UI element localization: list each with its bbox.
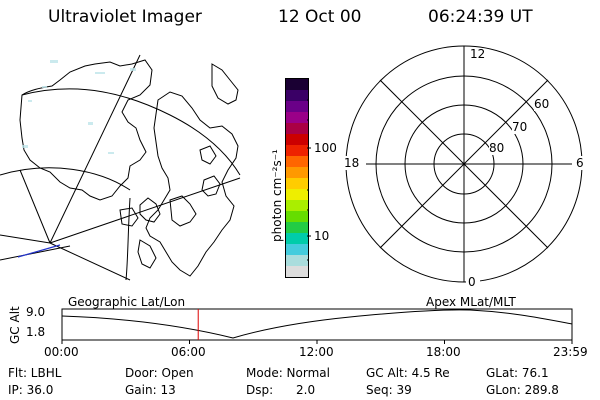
dsp-info-value: 2.0 <box>296 383 316 397</box>
colorbar-segment <box>286 255 308 266</box>
coastline <box>199 145 217 165</box>
mlt-label-0: 0 <box>468 275 476 289</box>
lat-label-70: 70 <box>512 120 528 134</box>
mlt-label-18: 18 <box>344 156 360 170</box>
colorbar-segment <box>286 101 308 112</box>
colorbar-segment <box>286 211 308 222</box>
colorbar-segment <box>286 112 308 123</box>
dsp-info-label: Dsp: <box>246 383 274 397</box>
colorbar-segment <box>286 167 308 178</box>
graticule-line <box>49 177 241 244</box>
timeline-x-tick-2: 12:00 <box>299 345 334 359</box>
date-label: 12 Oct 00 <box>278 7 362 27</box>
polar-spoke <box>379 79 549 249</box>
lat-label-80: 80 <box>489 141 505 155</box>
colorbar-tick-10: 10 <box>314 229 330 243</box>
seq-info: Seq: 39 <box>366 383 412 397</box>
polar-ring <box>375 75 553 253</box>
coastline <box>211 63 239 105</box>
door-info: Door: Open <box>125 366 194 380</box>
ip-info: IP: 36.0 <box>8 383 54 397</box>
timeline-x-tick-0: 00:00 <box>44 345 79 359</box>
coastline <box>145 91 239 277</box>
timeline-frame <box>61 308 573 341</box>
graticule-line <box>21 88 241 176</box>
colorbar-segment <box>286 90 308 101</box>
colorbar-unit-label: photon cm⁻²s⁻¹ <box>270 149 284 242</box>
graticule-line <box>49 242 131 281</box>
gain-info: Gain: 13 <box>125 383 176 397</box>
colorbar-segment <box>286 145 308 156</box>
colorbar-segment <box>286 222 308 233</box>
graticule-line <box>0 245 71 261</box>
colorbar-segment <box>286 189 308 200</box>
timeline-y-tick-bottom: 1.8 <box>26 325 46 339</box>
coastline <box>139 197 161 223</box>
timeline-x-tick-4: 23:59 <box>553 345 588 359</box>
polar-ring <box>404 104 524 224</box>
timeline-y-tick-top: 9.0 <box>26 305 46 319</box>
blue-trace <box>17 244 61 258</box>
glat-info: GLat: 76.1 <box>486 366 549 380</box>
colorbar-segment <box>286 233 308 244</box>
gc-alt-info: GC Alt: 4.5 Re <box>366 366 450 380</box>
timeline-right-caption: Apex MLat/MLT <box>426 295 516 309</box>
coastline <box>119 207 139 227</box>
filter-info: Flt: LBHL <box>8 366 62 380</box>
colorbar-segment <box>286 244 308 255</box>
colorbar-tick-100: 100 <box>314 141 337 155</box>
graticule-line <box>19 169 51 244</box>
graticule-line <box>0 234 51 244</box>
timeline-left-caption: Geographic Lat/Lon <box>68 295 186 309</box>
coastline <box>19 59 153 201</box>
polar-ring <box>433 133 495 195</box>
colorbar-segment <box>286 200 308 211</box>
instrument-title: Ultraviolet Imager <box>48 7 202 27</box>
altitude-curve <box>61 309 573 339</box>
colorbar-segment <box>286 134 308 145</box>
colorbar-segment <box>286 156 308 167</box>
colorbar-segment <box>286 178 308 189</box>
lat-label-60: 60 <box>534 97 550 111</box>
polar-spoke <box>379 79 549 249</box>
mode-info: Mode: Normal <box>246 366 330 380</box>
graticule-line <box>125 197 131 281</box>
timeline-x-tick-3: 18:00 <box>426 345 461 359</box>
mlt-label-6: 6 <box>576 156 584 170</box>
glon-info: GLon: 289.8 <box>486 383 559 397</box>
coastline <box>137 239 157 269</box>
timeline-x-tick-1: 06:00 <box>171 345 206 359</box>
timeline-y-label: GC Alt <box>8 306 22 344</box>
graticule-line <box>49 54 141 244</box>
colorbar <box>285 78 309 278</box>
graticule-line <box>0 167 131 191</box>
time-label: 06:24:39 UT <box>428 7 533 27</box>
polar-ring <box>345 45 583 283</box>
coastline <box>169 195 197 227</box>
colorbar-segment <box>286 79 308 90</box>
colorbar-segment <box>286 123 308 134</box>
mlt-label-12: 12 <box>470 47 486 61</box>
coastline <box>201 175 221 197</box>
colorbar-segment <box>286 266 308 277</box>
